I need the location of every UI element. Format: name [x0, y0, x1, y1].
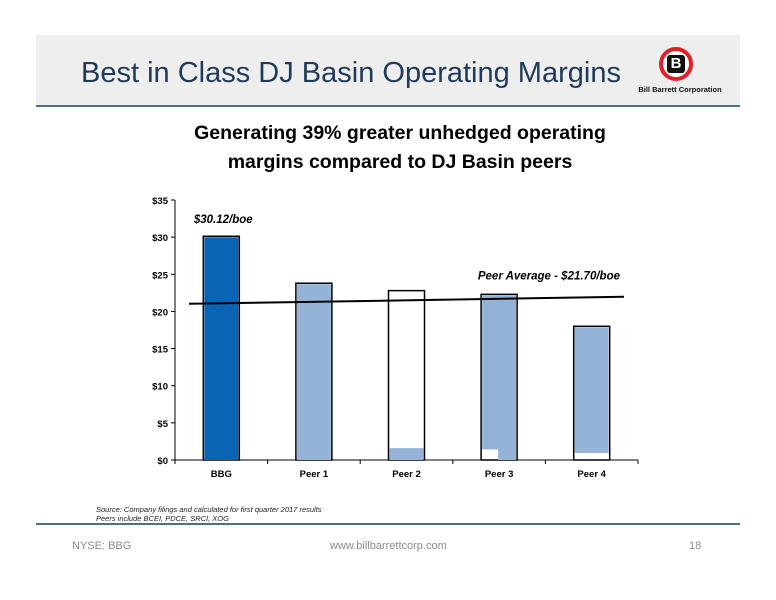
- source-note: Source: Company filings and calculated f…: [96, 505, 322, 523]
- logo-circle-icon: B: [659, 47, 693, 81]
- bbg-value-label: $30.12/boe: [193, 214, 253, 226]
- bar-fill: [389, 448, 424, 460]
- bar-fill-extra: [498, 448, 517, 460]
- source-line-2: Peers include BCEI, PDCE, SRCI, XOG: [96, 514, 229, 523]
- source-line-1: Source: Company filings and calculated f…: [96, 505, 322, 514]
- header: Best in Class DJ Basin Operating Margins…: [36, 35, 740, 107]
- y-tick-label: $5: [157, 419, 168, 430]
- y-tick-label: $25: [152, 270, 169, 281]
- bar-fill: [574, 327, 609, 453]
- x-tick-label: Peer 3: [485, 469, 514, 480]
- peer-average-label: Peer Average - $21.70/boe: [478, 270, 621, 282]
- subtitle-line-2: margins compared to DJ Basin peers: [227, 151, 573, 173]
- page-number: 18: [689, 540, 702, 552]
- y-tick-label: $0: [157, 456, 168, 467]
- chart-svg: $0 $5 $10 $15 $20 $25 $30 $35 BBG Peer 1 Peer 2 Pee…: [152, 196, 639, 480]
- bar-fill: [296, 284, 331, 460]
- logo-letter: B: [667, 55, 685, 73]
- x-tick-label: Peer 4: [577, 469, 606, 480]
- y-tick-label: $10: [152, 382, 168, 393]
- peer-average-line: [188, 295, 625, 305]
- y-tick-label: $20: [152, 307, 168, 318]
- footer-divider: [36, 523, 740, 525]
- x-tick-label: BBG: [211, 469, 232, 480]
- subtitle-line-1: Generating 39% greater unhedged operatin…: [194, 122, 606, 144]
- footer-ticker: NYSE: BBG: [72, 540, 132, 552]
- operating-margin-chart: $0 $5 $10 $15 $20 $25 $30 $35 BBG Peer 1 Peer 2 Pee…: [100, 185, 660, 490]
- company-logo: B Bill Barrett Corporation: [619, 47, 739, 101]
- bar-fill: [482, 295, 517, 450]
- bar-outline: [387, 289, 426, 461]
- y-tick-label: $35: [152, 196, 169, 207]
- footer-website[interactable]: www.billbarrettcorp.com: [330, 540, 447, 552]
- y-tick-label: $15: [152, 345, 169, 356]
- x-tick-label: Peer 1: [300, 469, 329, 480]
- chart-subtitle: Generating 39% greater unhedged operatin…: [100, 119, 700, 177]
- y-tick-label: $30: [152, 233, 168, 244]
- x-tick-label: Peer 2: [392, 469, 421, 480]
- logo-text: Bill Barrett Corporation: [638, 85, 722, 94]
- bar-fill: [204, 237, 239, 460]
- page-title: Best in Class DJ Basin Operating Margins: [81, 57, 621, 89]
